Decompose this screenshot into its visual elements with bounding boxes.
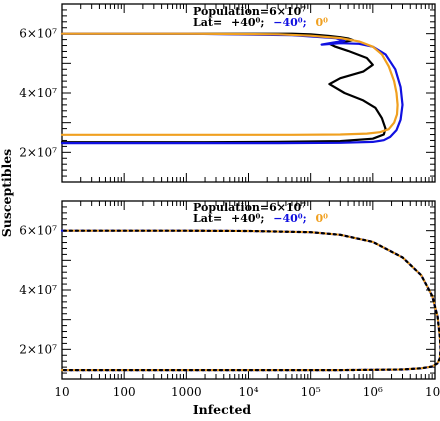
bottom-y-tick-label: 6×10⁷ — [19, 224, 57, 238]
bottom-latitude-legend: Lat= +40⁰; −40⁰; 0⁰ — [193, 212, 328, 225]
bottom-series-line-0 — [60, 229, 440, 372]
bottom-x-tick-label: 10⁷ — [425, 385, 440, 399]
bottom-x-tick-label: 1000 — [171, 385, 202, 399]
top-ticks: 2×10⁷ 4×10⁷ 6×10⁷ — [19, 3, 436, 183]
top-latitude-legend: Lat= +40⁰; −40⁰; 0⁰ — [193, 16, 328, 29]
top-population-label: Population=6×10⁷ — [193, 5, 306, 18]
bottom-lat-prefix: Lat= — [193, 212, 222, 225]
bottom-lat-a: +40⁰; — [231, 212, 264, 225]
bottom-x-tick-label: 10 — [54, 385, 69, 399]
top-series-line-2 — [60, 32, 399, 136]
bottom-population-label: Population=6×10⁷ — [193, 201, 306, 214]
top-lat-prefix: Lat= — [193, 16, 222, 29]
bottom-y-tick-label: 2×10⁷ — [19, 342, 57, 356]
bottom-series-line-2 — [60, 229, 440, 372]
top-lat-c: 0⁰ — [316, 16, 329, 29]
top-y-tick-label: 2×10⁷ — [19, 145, 57, 159]
bottom-plot-frame — [61, 200, 436, 380]
bottom-x-tick-label: 10⁶ — [363, 385, 383, 399]
top-y-tick-label: 6×10⁷ — [19, 27, 57, 41]
top-plot-frame — [61, 3, 436, 183]
bottom-lat-c: 0⁰ — [316, 212, 329, 225]
bottom-y-tick-label: 4×10⁷ — [19, 283, 57, 297]
bottom-series-line-1 — [60, 229, 440, 372]
top-panel: 2×10⁷ 4×10⁷ 6×10⁷ Population=6×10⁷ Lat= +4… — [19, 3, 436, 183]
y-axis-title: Susceptibles — [0, 149, 14, 237]
bottom-lat-b: −40⁰; — [273, 212, 306, 225]
bottom-x-tick-label: 10⁴ — [238, 385, 258, 399]
top-series-line-1 — [60, 32, 404, 145]
x-axis-title: Infected — [193, 402, 252, 417]
top-series-line-0 — [60, 32, 387, 144]
bottom-curves — [60, 229, 440, 372]
top-y-tick-label: 4×10⁷ — [19, 86, 57, 100]
top-lat-b: −40⁰; — [273, 16, 306, 29]
top-curves — [60, 32, 404, 145]
bottom-x-tick-label: 100 — [113, 385, 136, 399]
bottom-x-tick-label: 10⁵ — [301, 385, 321, 399]
top-lat-a: +40⁰; — [231, 16, 264, 29]
bottom-panel: 10 100 1000 10⁴ 10⁵ 10⁶ 10⁷ 2×10⁷ 4×10⁷ 6×10⁷ Pop… — [19, 200, 440, 399]
bottom-ticks: 10 100 1000 10⁴ 10⁵ 10⁶ 10⁷ 2×10⁷ 4×10⁷ 6×10⁷ — [19, 200, 440, 399]
